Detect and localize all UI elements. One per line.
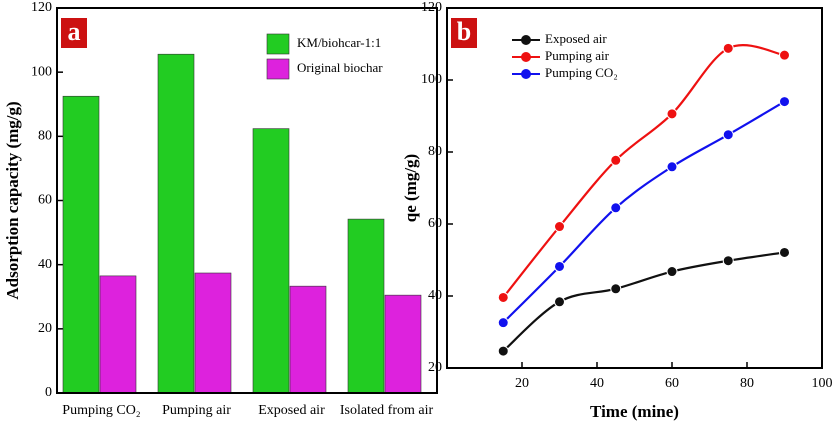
- panel-badge: [451, 18, 477, 48]
- bar: [384, 294, 422, 394]
- legend-label: KM/biohcar-1:1: [297, 35, 381, 50]
- point: [554, 260, 565, 272]
- plot-frame: [446, 7, 823, 369]
- point: [610, 283, 622, 295]
- y-tick-label: 60: [428, 216, 442, 231]
- y-axis-title: Adsorption capacity (mg/g): [3, 101, 22, 299]
- y-tick-label: 120: [31, 0, 52, 15]
- panel-badge: [61, 18, 87, 48]
- y-tick-label: 20: [428, 360, 442, 375]
- bar: [194, 272, 232, 394]
- y-tick-label: 100: [31, 64, 52, 79]
- legend-swatch: [266, 33, 290, 55]
- x-tick-label: Pumping air: [162, 403, 231, 418]
- point: [610, 202, 622, 214]
- x-tick-label: 80: [740, 376, 754, 391]
- panel-label: a: [68, 17, 81, 46]
- bar: [62, 95, 100, 394]
- x-tick-label: 100: [812, 376, 833, 391]
- point: [666, 266, 678, 278]
- point: [610, 154, 622, 166]
- y-tick-label: 40: [38, 257, 52, 272]
- point: [554, 221, 565, 233]
- legend-marker: [521, 52, 531, 62]
- point: [554, 296, 565, 308]
- y-tick-label: 100: [421, 72, 442, 87]
- bar: [289, 285, 327, 394]
- legend-marker: [521, 35, 531, 45]
- x-tick-label: Exposed air: [258, 403, 325, 418]
- y-tick-label: 120: [421, 0, 442, 15]
- legend-label: Exposed air: [545, 31, 607, 46]
- x-tick-label: 20: [515, 376, 529, 391]
- x-tick-label: 40: [590, 376, 604, 391]
- point: [666, 161, 678, 173]
- y-axis-title: qe (mg/g): [401, 154, 420, 222]
- bar: [157, 53, 195, 394]
- legend-label: Original biochar: [297, 60, 383, 75]
- point: [779, 49, 790, 61]
- point: [722, 255, 734, 267]
- y-tick-label: 0: [45, 385, 52, 400]
- y-tick-label: 60: [38, 193, 52, 208]
- bar: [99, 275, 137, 394]
- legend-label: Pumping air: [545, 48, 610, 63]
- legend-label: Pumping CO₂: [545, 65, 618, 80]
- point: [666, 108, 678, 120]
- x-axis-title: Time (mine): [590, 402, 679, 421]
- point: [779, 246, 790, 258]
- y-tick-label: 40: [428, 288, 442, 303]
- legend-swatch: [266, 58, 290, 80]
- panel-label: b: [457, 17, 471, 46]
- bar: [347, 218, 385, 394]
- point: [497, 345, 509, 357]
- y-tick-label: 80: [38, 129, 52, 144]
- x-tick-label: Pumping CO₂: [62, 403, 141, 418]
- legend-marker: [521, 69, 531, 79]
- point: [722, 42, 734, 54]
- point: [779, 96, 790, 108]
- x-tick-label: Isolated from air: [340, 403, 434, 418]
- series-line: [502, 251, 785, 352]
- point: [497, 317, 509, 329]
- y-tick-label: 80: [428, 144, 442, 159]
- point: [497, 291, 509, 303]
- plot-frame: [56, 7, 438, 394]
- x-tick-label: 60: [665, 376, 679, 391]
- point: [722, 129, 734, 141]
- y-tick-label: 20: [38, 321, 52, 336]
- bar: [252, 128, 290, 394]
- series-line: [502, 100, 786, 324]
